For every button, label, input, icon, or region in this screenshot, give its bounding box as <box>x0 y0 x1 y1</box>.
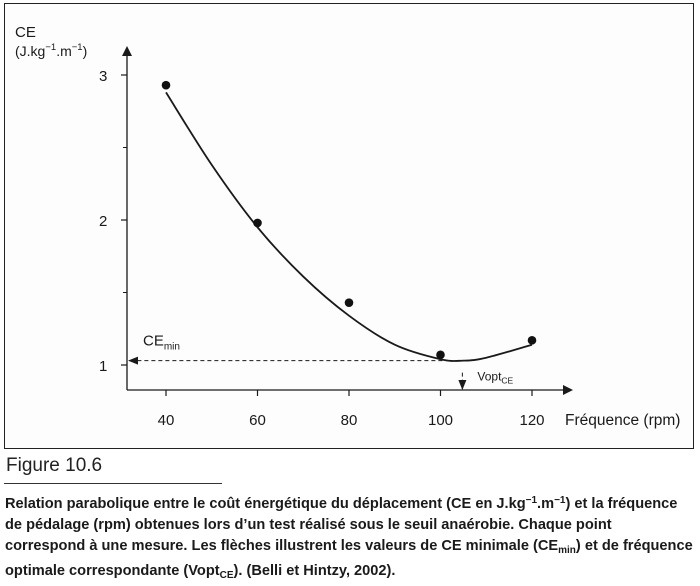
x-ticks: 40 60 80 100 120 <box>158 390 545 429</box>
data-points <box>161 80 537 360</box>
chart-frame: CE (J.kg−1.m−1) Fréquence (rpm) 1 2 3 40 60… <box>4 3 694 449</box>
x-tick-label: 100 <box>428 412 453 429</box>
ce-min-label: CEmin <box>143 333 180 353</box>
figure-caption: Relation parabolique entre le coût énerg… <box>5 495 693 581</box>
y-tick-label: 2 <box>99 213 107 230</box>
y-ticks: 1 2 3 <box>99 68 127 375</box>
y-tick-label: 3 <box>99 68 107 85</box>
figure-rule <box>4 483 222 484</box>
x-tick-label: 120 <box>519 412 544 429</box>
data-point <box>253 218 262 228</box>
y-tick-label: 1 <box>99 358 107 375</box>
y-axis-label-line1: CE <box>15 24 36 41</box>
data-point <box>527 336 537 345</box>
data-point <box>436 350 445 360</box>
x-tick-label: 60 <box>249 412 266 429</box>
x-tick-label: 40 <box>158 412 175 429</box>
x-tick-label: 80 <box>341 412 358 429</box>
y-axis-label-line2: (J.kg−1.m−1) <box>15 42 87 59</box>
x-axis-arrowhead <box>563 385 573 395</box>
figure-label: Figure 10.6 <box>6 455 103 476</box>
data-point <box>344 298 354 307</box>
y-axis-arrowhead <box>122 46 132 56</box>
data-point <box>161 80 171 90</box>
chart-svg: CE (J.kg−1.m−1) Fréquence (rpm) 1 2 3 40 60… <box>15 24 680 429</box>
vopt-label: VoptCE <box>477 370 513 386</box>
fit-curve <box>165 91 533 362</box>
x-axis-label: Fréquence (rpm) <box>565 412 680 429</box>
